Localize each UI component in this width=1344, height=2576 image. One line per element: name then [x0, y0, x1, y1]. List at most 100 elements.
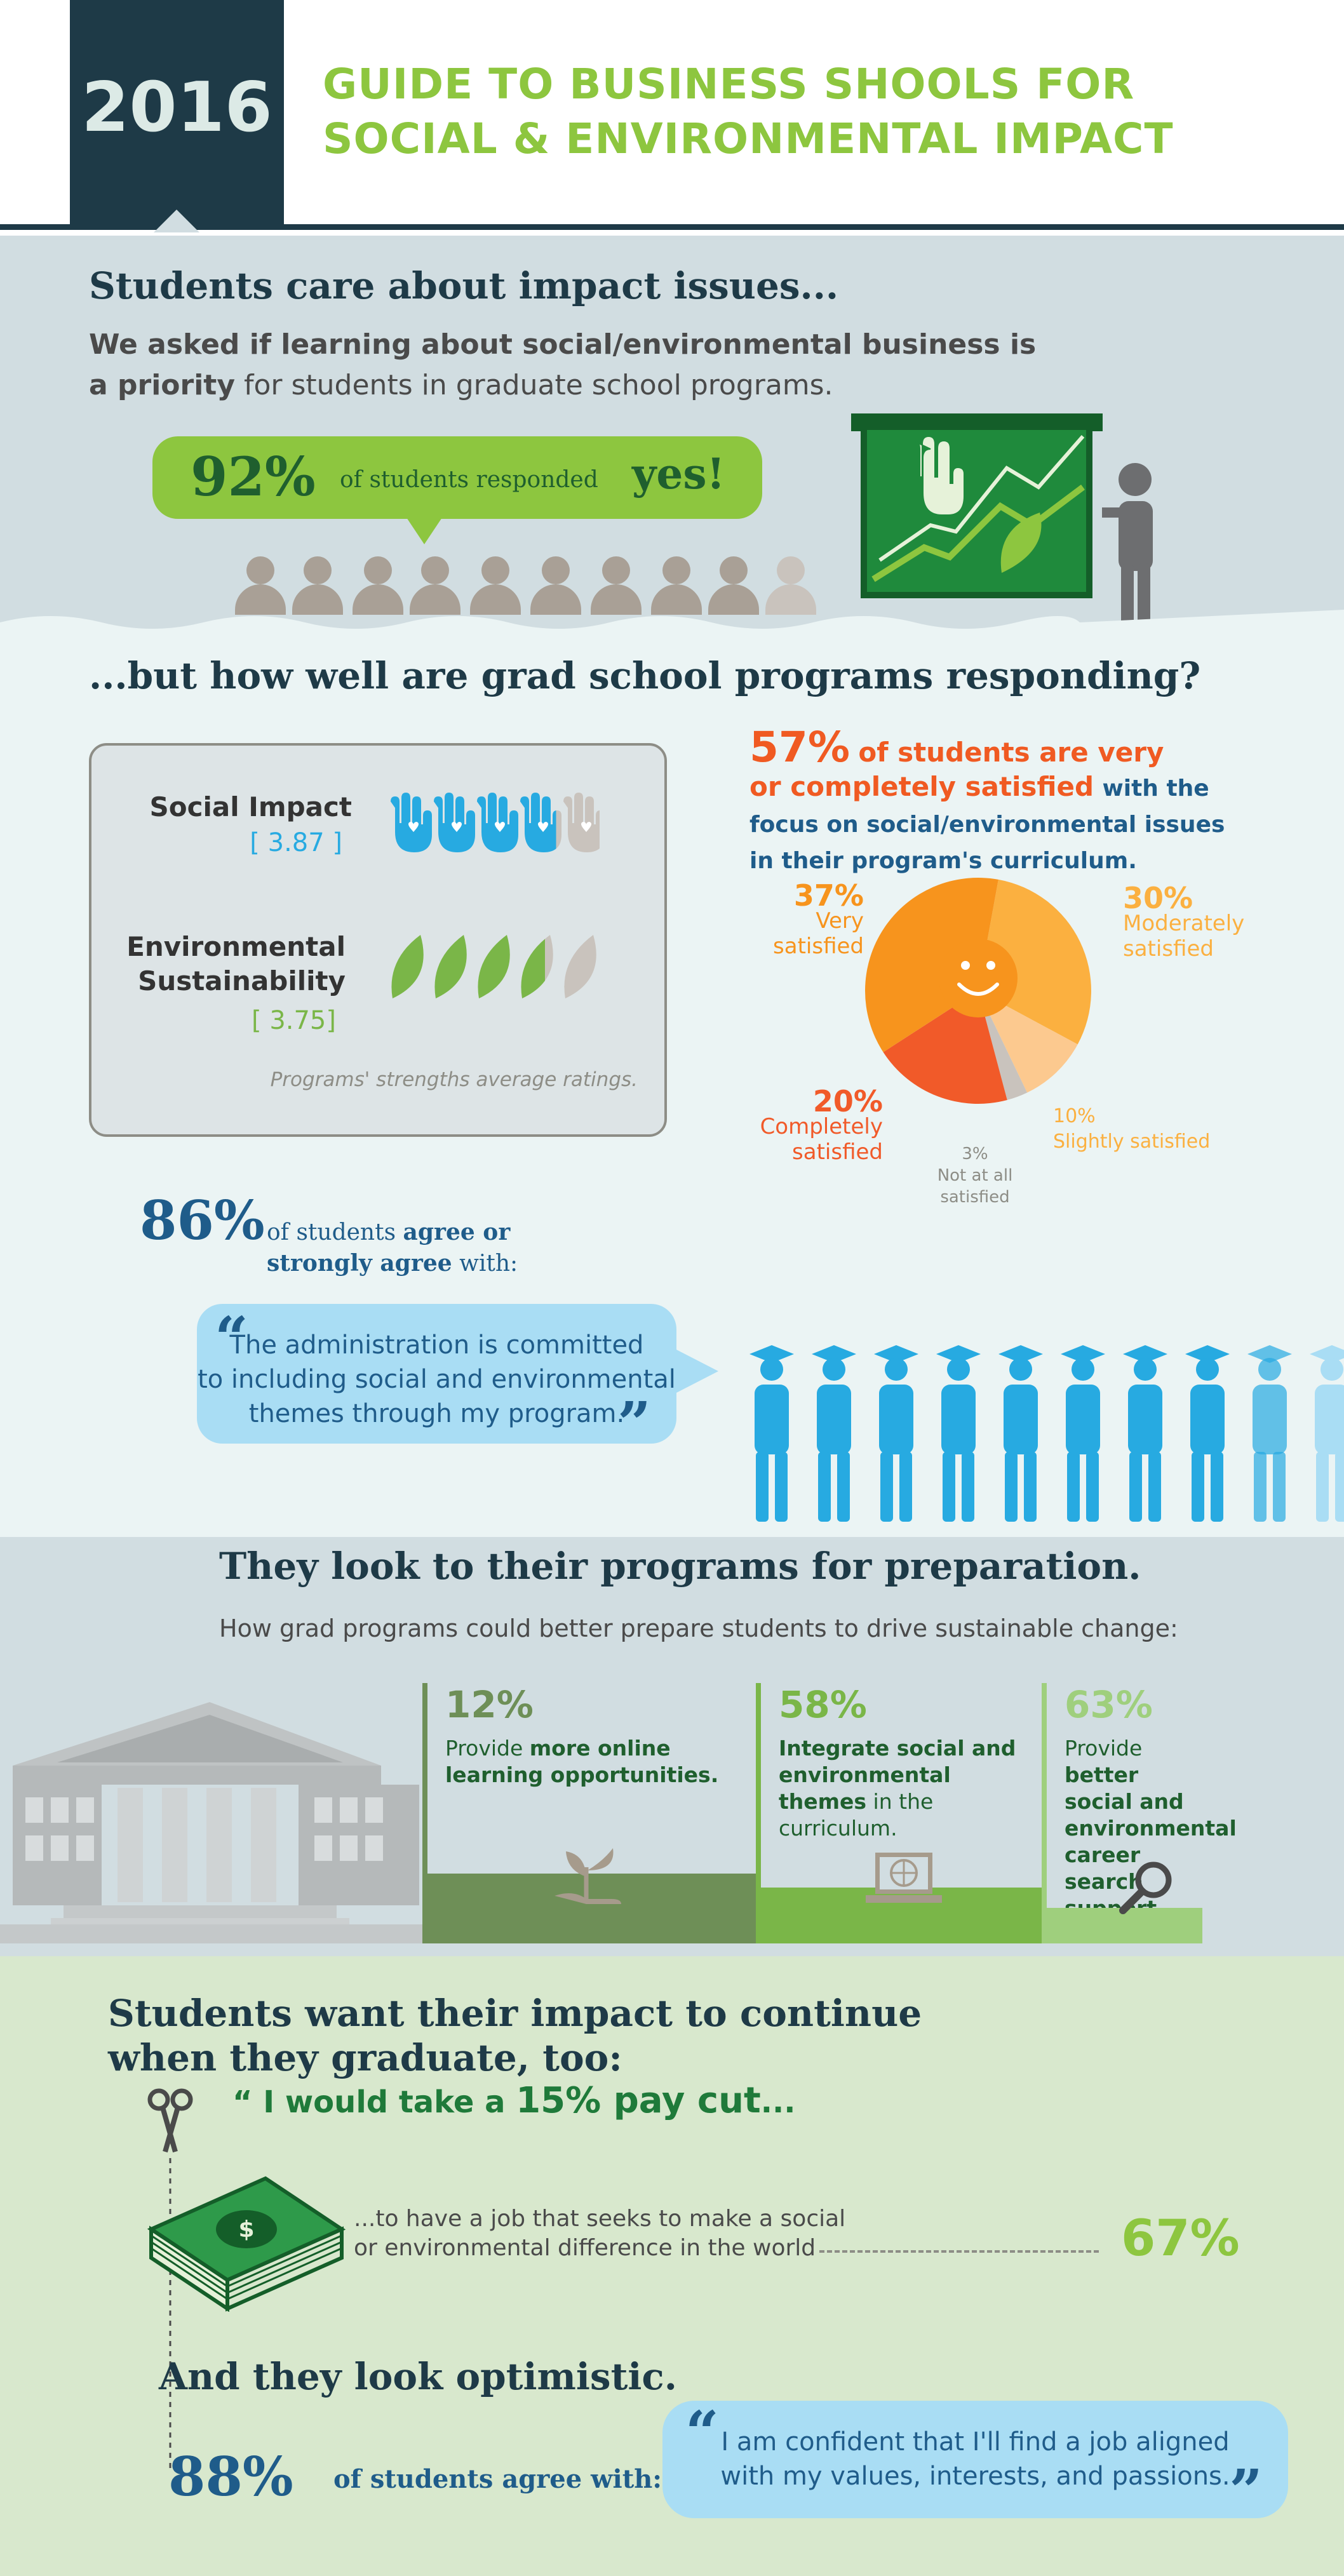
graduate-person-icon: [936, 1345, 981, 1522]
prep-column: 58% Integrate social and environmental th…: [756, 1683, 1047, 1943]
satisfaction-headline-line3: focus on social/environmental issues: [749, 812, 1225, 838]
graduate-person-icon: [1185, 1345, 1230, 1522]
graduate-person-icon: [749, 1345, 794, 1522]
pie-label-moderately: 30% Moderately satisfied: [1123, 881, 1245, 962]
pay-cut-quote: “ I would take a 15% pay cut...: [232, 2080, 795, 2121]
graduate-person-icon: [1247, 1345, 1292, 1522]
satisfaction-headline-line2: or completely satisfied: [749, 771, 1094, 802]
env-label-line1: Environmental: [126, 931, 346, 962]
prep-ground-bar: [427, 1874, 761, 1943]
svg-text:$: $: [238, 2217, 254, 2243]
pie-label-not-value: 3%: [962, 1144, 988, 1164]
section1-heading: Students care about impact issues...: [89, 264, 839, 307]
presentation-board-icon: [861, 424, 1092, 598]
section1-sub-part2: for students in graduate school programs…: [235, 369, 833, 401]
smiley-face-icon: [939, 939, 1018, 1017]
prep-value: 58%: [779, 1683, 867, 1726]
graduate-person-icon: [812, 1345, 856, 1522]
env-leaf-rating: [384, 932, 600, 1005]
pie-slice: [978, 991, 1028, 1101]
audience-person-icon: [765, 556, 816, 615]
leaf-icon: [564, 935, 596, 998]
agree-text-end: with:: [459, 1251, 518, 1277]
divider-wave: [0, 610, 1344, 667]
pay-text-line2: or environmental difference in the world: [354, 2235, 816, 2261]
pay-cut-text: ...to have a job that seeks to make a so…: [354, 2204, 845, 2263]
prep-text: Provide more online learning opportuniti…: [445, 1736, 719, 1787]
leaf-icon: [478, 935, 510, 998]
social-impact-label: Social Impact: [149, 791, 352, 822]
satisfaction-headline-value: 57%: [749, 723, 850, 772]
audience-person-icon: [470, 556, 521, 615]
section1-sub-part1: We asked if learning about social/enviro…: [89, 328, 1037, 361]
prep-text: Integrate social and environmental theme…: [779, 1736, 1016, 1841]
section4-heading: Students want their impact to continue w…: [108, 1991, 922, 2080]
graduate-person-icon: [1123, 1345, 1167, 1522]
agree-value: 86%: [140, 1189, 265, 1252]
university-building-icon: [0, 1702, 426, 1943]
social-impact-hand-rating: [384, 789, 605, 861]
leaf-rating-icons: [391, 935, 596, 998]
pie-label-moderately-line1: Moderately: [1123, 911, 1245, 936]
quote1-line3: themes through my program.: [248, 1399, 625, 1428]
graduate-person-icon: [1061, 1345, 1105, 1522]
stat-text: of students responded: [340, 467, 598, 493]
audience-person-icon: [410, 556, 460, 615]
env-value: [ 3.75]: [252, 1006, 336, 1035]
pay-text-line1: ...to have a job that seeks to make a so…: [354, 2206, 846, 2232]
pie-label-not-line2: satisfied: [940, 1188, 1010, 1207]
pie-label-completely-line2: satisfied: [792, 1139, 883, 1165]
hand-icon: [391, 793, 432, 852]
leaf-icon: [391, 935, 424, 998]
prep-value: 12%: [445, 1683, 534, 1726]
section-preparation: They look to their programs for preparat…: [0, 1537, 1344, 1956]
page-title: GUIDE TO BUSINESS SHOOLS FOR SOCIAL & EN…: [323, 57, 1174, 166]
env-label-line2: Sustainability: [138, 965, 346, 996]
ratings-card: Social Impact [ 3.87 ] Environmental Sus…: [89, 743, 667, 1137]
close-quote-icon: ”: [1229, 2457, 1263, 2525]
prep-column: 63% Provide better social and environment…: [1042, 1683, 1237, 1943]
agree-text: of students agree or strongly agree with…: [267, 1217, 518, 1279]
quote-administration: “ The administration is committed to inc…: [197, 1304, 718, 1452]
plant-hand-icon: [548, 1842, 631, 1914]
section4-heading-line2: when they graduate, too:: [108, 2036, 622, 2079]
section4-heading-line1: Students want their impact to continue: [108, 1992, 922, 2035]
pie-label-very: 37% Very satisfied: [756, 878, 864, 959]
pie-label-slightly-value: 10%: [1053, 1105, 1096, 1127]
hand-rating-icons: [391, 793, 605, 852]
prep-value: 63%: [1065, 1683, 1153, 1726]
hand-icon: [434, 793, 475, 852]
hand-icon: [477, 793, 518, 852]
search-icon: [1117, 1856, 1180, 1922]
pie-label-not-line1: Not at all: [937, 1166, 1013, 1185]
audience-person-icon: [530, 556, 581, 615]
optimism-heading: And they look optimistic.: [159, 2355, 677, 2398]
year-pointer: [154, 210, 199, 232]
pie-label-not-at-all: 3% Not at all satisfied: [915, 1143, 1035, 1208]
pie-label-moderately-value: 30%: [1123, 881, 1193, 915]
stat-bubble-92: 92% of students responded yes!: [152, 436, 762, 544]
section-continue-impact: Students want their impact to continue w…: [0, 1956, 1344, 2576]
stat-answer: yes!: [632, 449, 725, 499]
ratings-note: Programs' strengths average ratings.: [270, 1068, 638, 1091]
section2-heading: ...but how well are grad school programs…: [89, 654, 1201, 697]
audience-person-icon: [353, 556, 403, 615]
audience-person-icon: [235, 556, 286, 615]
satisfaction-headline-line2-rest: with the: [1102, 775, 1209, 802]
pie-slice: [883, 991, 1007, 1104]
open-quote-icon: “: [215, 1304, 248, 1372]
agree-text-line1: of students: [267, 1219, 396, 1245]
quote2-line2: with my values, interests, and passions.: [720, 2462, 1230, 2491]
pie-label-very-value: 37%: [793, 878, 864, 913]
leaf-icon: [521, 935, 553, 998]
graduate-person-icon: [1310, 1345, 1344, 1522]
pie-slice: [865, 878, 998, 1052]
social-impact-value: [ 3.87 ]: [250, 828, 342, 857]
hand-icon: [563, 793, 605, 852]
section-student-care: Students care about impact issues... We …: [0, 236, 1344, 655]
pie-label-completely: 20% Completely satisfied: [749, 1087, 883, 1165]
section1-subheading: We asked if learning about social/enviro…: [89, 325, 1036, 406]
pay-cut-value: 67%: [1121, 2210, 1240, 2267]
pie-label-completely-line1: Completely: [760, 1114, 883, 1139]
pie-label-slightly: 10% Slightly satisfied: [1053, 1104, 1210, 1155]
